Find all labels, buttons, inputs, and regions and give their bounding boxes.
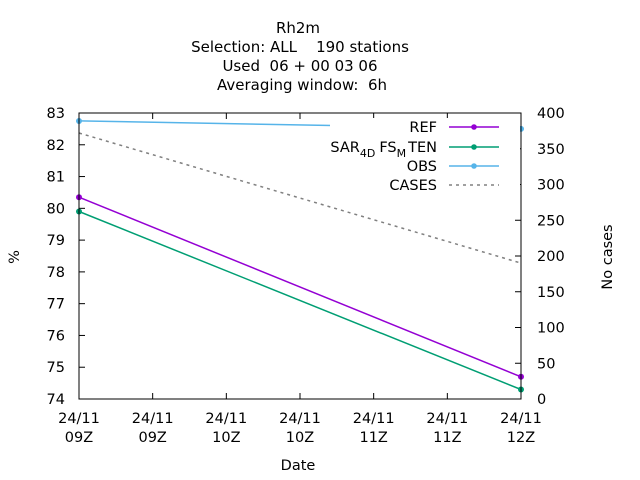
x-tick-label-date: 24/11 — [500, 411, 542, 427]
y-tick-labels: 74 75 76 77 78 79 80 81 82 83 — [47, 106, 65, 408]
y-tick-label: 76 — [47, 328, 65, 344]
title-line-4: Averaging window: 6h — [217, 76, 387, 94]
title-line-1: Rh2m — [276, 19, 320, 37]
legend-label-obs: OBS — [407, 159, 437, 175]
y-tick-label: 83 — [47, 106, 65, 122]
y2-tick-label: 0 — [537, 392, 546, 408]
title-line-3: Used 06 + 00 03 06 — [222, 57, 377, 75]
y2-tick-label: 50 — [537, 356, 555, 372]
y-axis-label: % — [7, 250, 23, 264]
y-tick-label: 79 — [47, 233, 65, 249]
series-line-0 — [78, 196, 522, 378]
y2-tick-labels: 0 50 100 150 200 250 300 350 400 — [537, 106, 565, 408]
y2-tick-label: 150 — [537, 285, 565, 301]
legend-label-cases: CASES — [389, 178, 437, 194]
y-tick-label: 77 — [47, 297, 65, 313]
x-tick-label-date: 24/11 — [58, 411, 100, 427]
y-tick-label: 78 — [47, 265, 65, 281]
legend-marker-sar — [471, 144, 477, 150]
x-tick-label-date: 24/11 — [205, 411, 247, 427]
x-tick-label-hour: 10Z — [212, 430, 240, 446]
x-tick-labels: 24/11 09Z 24/11 09Z 24/11 10Z 24/11 10Z 24/11 11Z… — [58, 411, 542, 446]
y2-tick-label: 250 — [537, 213, 565, 229]
legend-entry-ref: REF — [409, 120, 499, 136]
y2-tick-label: 400 — [537, 106, 565, 122]
y-tick-label: 81 — [47, 170, 65, 186]
y2-tick-label: 300 — [537, 178, 565, 194]
y2-tick-label: 350 — [537, 142, 565, 158]
x-tick-label-hour: 12Z — [507, 430, 535, 446]
legend-background — [330, 118, 520, 198]
y2-axis-label: No cases — [600, 224, 616, 289]
legend-marker-obs — [471, 163, 477, 169]
plot-border — [78, 112, 522, 400]
x-tick-label-date: 24/11 — [132, 411, 174, 427]
legend-entry-obs: OBS — [407, 159, 499, 175]
x-tick-label-hour: 10Z — [286, 430, 314, 446]
legend: REF SAR4D FSM TEN OBS CASES — [330, 118, 520, 198]
legend-marker-ref — [471, 124, 477, 130]
y2-tick-label: 100 — [537, 321, 565, 337]
x-tick-label-hour: 11Z — [433, 430, 461, 446]
series-line-1 — [78, 210, 522, 391]
y-tick-label: 82 — [47, 138, 65, 154]
y-tick-label: 74 — [47, 392, 65, 408]
y-tick-label: 80 — [47, 201, 65, 217]
x-tick-label-date: 24/11 — [279, 411, 321, 427]
x-tick-label-hour: 11Z — [359, 430, 387, 446]
x-tick-label-hour: 09Z — [65, 430, 93, 446]
x-axis-label: Date — [281, 458, 316, 474]
x-tick-label-date: 24/11 — [353, 411, 395, 427]
chart-title: Rh2m Selection: ALL 190 stations Used 06… — [191, 19, 409, 94]
y-tick-label: 75 — [47, 360, 65, 376]
legend-label-sar: SAR4D FSM TEN — [330, 140, 437, 160]
x-tick-label-date: 24/11 — [426, 411, 468, 427]
title-line-2: Selection: ALL 190 stations — [191, 38, 409, 56]
legend-entry-cases: CASES — [389, 178, 499, 194]
legend-label-ref: REF — [409, 120, 437, 136]
y2-tick-label: 200 — [537, 249, 565, 265]
x-tick-label-hour: 09Z — [138, 430, 166, 446]
legend-entry-sar: SAR4D FSM TEN — [330, 140, 499, 160]
